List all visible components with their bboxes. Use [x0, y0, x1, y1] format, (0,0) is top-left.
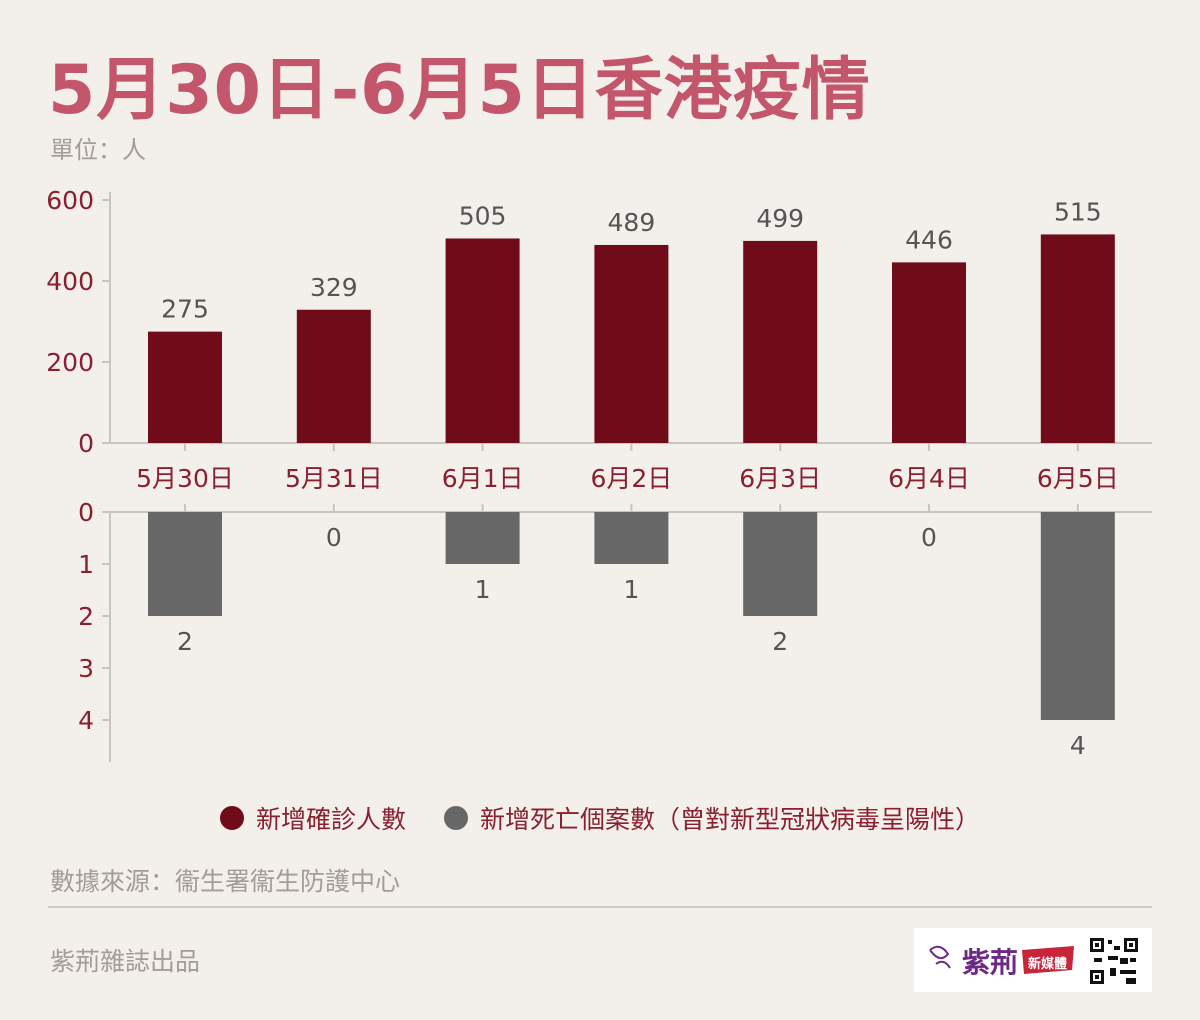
x-tick-label: 6月5日 [1037, 464, 1119, 493]
y-tick-label-lower: 4 [78, 706, 94, 735]
bar-cases [743, 240, 818, 443]
x-tick-label: 6月1日 [442, 464, 524, 493]
x-tick-label: 5月30日 [136, 464, 234, 493]
bar-deaths [148, 512, 222, 616]
divider [48, 906, 1152, 908]
y-tick-label-upper: 600 [46, 186, 94, 215]
credit: 紫荊雜誌出品 [50, 947, 201, 976]
bar-cases [148, 331, 222, 443]
bar-cases [594, 244, 669, 443]
svg-text:紫荊: 紫荊 [962, 946, 1018, 979]
x-tick-label: 6月2日 [590, 464, 672, 493]
data-label-cases: 275 [161, 295, 209, 324]
bar-chart: 0 200 400 600 0 1 2 3 4 5月30日 275 2 5月31日 329 0 6月1日 505… [46, 186, 1152, 762]
bar-cases [892, 262, 966, 443]
y-tick-label-lower: 0 [78, 498, 94, 527]
data-label-cases: 329 [310, 273, 358, 302]
legend-label: 新增死亡個案數（曾對新型冠狀病毒呈陽性） [480, 805, 981, 834]
y-tick-label-lower: 2 [78, 602, 94, 631]
y-tick-label-upper: 0 [78, 429, 94, 458]
data-label-cases: 505 [459, 201, 507, 230]
unit-label: 單位：人 [50, 136, 146, 164]
logo: 紫荊 新媒體 [914, 928, 1152, 992]
bar-deaths [1040, 512, 1115, 720]
data-label-deaths: 2 [772, 627, 788, 656]
bar-cases [296, 309, 371, 443]
bar-deaths [445, 512, 520, 564]
data-label-cases: 446 [905, 225, 953, 254]
data-label-cases: 515 [1054, 197, 1102, 226]
legend: 新增確診人數 新增死亡個案數（曾對新型冠狀病毒呈陽性） [0, 800, 1200, 836]
data-label-cases: 489 [608, 208, 656, 237]
logo-graphic: 紫荊 新媒體 [929, 936, 1140, 986]
legend-swatch [444, 806, 468, 830]
data-label-deaths: 0 [326, 523, 342, 552]
x-tick-label: 6月4日 [888, 464, 970, 493]
x-tick-label: 6月3日 [739, 464, 821, 493]
data-label-deaths: 1 [475, 575, 491, 604]
bar-deaths [594, 512, 669, 564]
legend-item-deaths: 新增死亡個案數（曾對新型冠狀病毒呈陽性） [444, 800, 980, 836]
data-label-deaths: 1 [623, 575, 639, 604]
chart-title: 5月30日-6月5日香港疫情 [48, 51, 871, 130]
data-label-cases: 499 [756, 204, 804, 233]
bar-cases [1040, 234, 1115, 443]
legend-label: 新增確診人數 [255, 805, 406, 834]
legend-swatch [219, 806, 244, 830]
legend-item-cases: 新增確診人數 [219, 800, 406, 836]
x-tick-label: 5月31日 [285, 464, 383, 493]
y-tick-label-lower: 3 [78, 654, 94, 683]
data-label-deaths: 0 [921, 523, 937, 552]
bar-cases [445, 238, 520, 443]
y-tick-label-upper: 400 [46, 267, 94, 296]
bar-deaths [743, 512, 818, 616]
data-label-deaths: 2 [177, 627, 193, 656]
svg-text:新媒體: 新媒體 [1028, 956, 1067, 972]
y-tick-label-upper: 200 [46, 348, 94, 377]
data-source: 數據來源：衞生署衞生防護中心 [50, 867, 401, 896]
data-label-deaths: 4 [1070, 731, 1086, 760]
y-tick-label-lower: 1 [78, 550, 94, 579]
